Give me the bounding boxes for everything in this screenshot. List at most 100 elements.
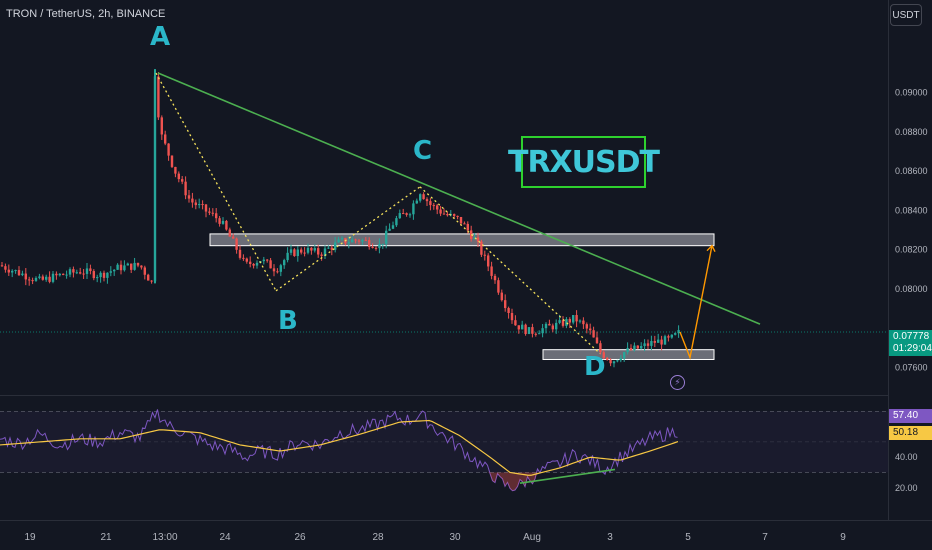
candle-body xyxy=(330,247,333,250)
candle-body xyxy=(578,320,582,322)
candle-body xyxy=(116,264,119,270)
candle-body xyxy=(187,195,191,199)
candle-body xyxy=(589,328,592,331)
candle-body xyxy=(194,202,197,206)
candle-body xyxy=(68,269,72,275)
candle-body xyxy=(425,199,429,202)
candle-body xyxy=(0,265,4,267)
candle-body xyxy=(65,274,68,276)
candle-body xyxy=(497,280,500,293)
candle-body xyxy=(334,242,337,250)
candle-body xyxy=(24,273,27,280)
candle-body xyxy=(300,249,303,253)
candle-body xyxy=(544,323,548,329)
candle-body xyxy=(599,343,602,353)
time-tick-label: 19 xyxy=(24,532,36,543)
time-tick-label: 24 xyxy=(219,532,231,543)
candle-body xyxy=(670,334,673,338)
candle-body xyxy=(429,201,432,206)
candle-body xyxy=(252,263,255,266)
support-zone xyxy=(209,233,715,247)
bar-countdown: 01:29:04 xyxy=(893,343,932,354)
candle-body xyxy=(75,272,78,274)
candle-body xyxy=(123,265,126,271)
candle-body xyxy=(371,246,374,248)
candle-body xyxy=(408,214,412,216)
price-tick-label: 0.08000 xyxy=(895,284,928,294)
candle-body xyxy=(398,213,401,219)
candle-body xyxy=(215,213,218,219)
candle-body xyxy=(459,216,463,224)
candle-body xyxy=(538,333,541,335)
candle-body xyxy=(167,143,170,156)
candle-body xyxy=(490,266,493,276)
candle-body xyxy=(572,315,575,323)
candle-body xyxy=(221,220,225,224)
candle-body xyxy=(28,279,31,281)
rsi-tick-label: 20.00 xyxy=(895,483,918,493)
candle-body xyxy=(351,239,354,243)
candle-body xyxy=(357,240,361,242)
candle-body xyxy=(92,271,95,279)
time-tick-label: 21 xyxy=(100,532,112,543)
candle-body xyxy=(55,273,58,276)
candle-body xyxy=(276,271,279,273)
candle-body xyxy=(96,277,99,279)
candle-body xyxy=(378,244,381,249)
candle-body xyxy=(592,330,595,338)
point-label-d: D xyxy=(584,352,606,382)
candle-body xyxy=(245,258,248,262)
candle-body xyxy=(198,204,201,206)
candle-body xyxy=(473,237,476,240)
candle-body xyxy=(439,209,442,214)
candle-body xyxy=(432,205,435,207)
candle-body xyxy=(548,323,551,326)
candle-body xyxy=(436,205,439,210)
candle-body xyxy=(602,352,605,358)
candle-body xyxy=(565,319,568,326)
candle-body xyxy=(14,270,17,272)
candle-body xyxy=(249,261,252,264)
candle-body xyxy=(99,272,102,278)
rsi-value-tag: 57.40 xyxy=(889,409,932,423)
candle-body xyxy=(646,343,650,346)
candle-body xyxy=(17,270,21,276)
abcd-leg xyxy=(155,72,277,292)
rsi-ma-value-tag: 50.18 xyxy=(889,426,932,440)
time-tick-label: 7 xyxy=(762,532,768,543)
time-tick-label: 30 xyxy=(449,532,461,543)
point-label-c: C xyxy=(413,136,433,166)
candle-body xyxy=(306,247,310,253)
candle-body xyxy=(337,239,340,243)
candle-body xyxy=(504,300,507,309)
time-tick-label: 9 xyxy=(840,532,846,543)
candle-body xyxy=(21,273,24,276)
candle-body xyxy=(113,269,116,272)
candle-body xyxy=(633,345,636,351)
candle-body xyxy=(119,264,123,271)
candle-body xyxy=(677,330,680,334)
candle-body xyxy=(48,276,51,282)
candle-body xyxy=(41,276,44,280)
candle-body xyxy=(133,262,136,270)
candle-body xyxy=(303,252,306,254)
candle-body xyxy=(147,274,150,281)
candle-body xyxy=(616,360,619,362)
price-tick-label: 0.09000 xyxy=(895,88,928,98)
candle-body xyxy=(283,260,286,266)
candle-body xyxy=(415,200,418,204)
rsi-line xyxy=(0,409,678,492)
candle-body xyxy=(463,223,466,225)
candle-body xyxy=(453,214,456,216)
currency-button[interactable]: USDT xyxy=(890,4,922,26)
candle-body xyxy=(609,359,612,364)
candle-body xyxy=(327,247,330,249)
candle-body xyxy=(177,173,180,180)
candle-body xyxy=(126,263,129,266)
flash-icon[interactable]: ⚡ xyxy=(670,375,685,390)
ticker-annotation: TRXUSDT xyxy=(508,136,660,188)
candle-body xyxy=(446,213,449,216)
candle-body xyxy=(266,259,269,261)
time-tick-label: 26 xyxy=(294,532,306,543)
